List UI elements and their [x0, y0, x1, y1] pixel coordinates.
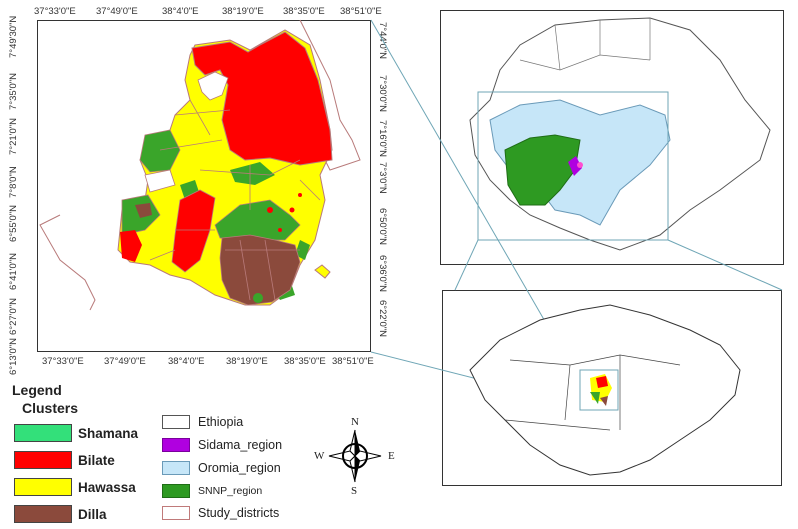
- inset-ethiopia-frame: [440, 10, 784, 265]
- cluster-swatch-hawassa: [14, 478, 72, 496]
- tick-top: 38°19'0"E: [222, 6, 264, 17]
- cluster-swatch-bilate: [14, 451, 72, 469]
- cluster-swatch-dilla: [14, 505, 72, 523]
- region-label: SNNP_region: [198, 485, 263, 497]
- region-swatch-oromia: [162, 461, 190, 475]
- tick-top: 38°35'0"E: [283, 6, 325, 17]
- region-swatch-sidama: [162, 438, 190, 452]
- tick-top: 37°49'0"E: [96, 6, 138, 17]
- study-districts-outline: [299, 19, 361, 171]
- tick-top: 38°51'0"E: [340, 6, 382, 17]
- legend-clusters-title: Clusters: [22, 400, 79, 416]
- tick-bottom: 38°4'0"E: [168, 356, 205, 367]
- tick-bottom: 37°33'0"E: [42, 356, 84, 367]
- cluster-label: Hawassa: [78, 480, 136, 495]
- cluster-label: Bilate: [78, 453, 115, 468]
- cluster-swatch-shamana: [14, 424, 72, 442]
- region-label: Sidama_region: [198, 438, 283, 452]
- compass-n: N: [351, 416, 359, 428]
- tick-bottom: 38°19'0"E: [226, 356, 268, 367]
- legend-title: Legend: [12, 382, 62, 398]
- main-map-frame: [37, 20, 371, 352]
- dilla-cluster-area: [219, 234, 301, 306]
- tick-bottom: 37°49'0"E: [104, 356, 146, 367]
- region-label: Study_districts: [198, 506, 280, 520]
- compass-e: E: [388, 450, 395, 462]
- region-label: Oromia_region: [198, 461, 281, 475]
- tick-bottom: 38°35'0"E: [284, 356, 326, 367]
- region-label: Ethiopia: [198, 415, 244, 429]
- sidama-region: [568, 156, 582, 176]
- tick-top: 38°4'0"E: [162, 6, 199, 17]
- compass-s: S: [351, 485, 358, 497]
- cluster-label: Dilla: [78, 507, 107, 522]
- region-swatch-study-districts: [162, 506, 190, 520]
- snnp-region: [504, 134, 581, 206]
- bilate-cluster-area: [191, 31, 333, 166]
- region-swatch-ethiopia: [162, 415, 190, 429]
- cluster-label: Shamana: [78, 426, 139, 441]
- tick-top: 37°33'0"E: [34, 6, 76, 17]
- region-swatch-snnp: [162, 484, 190, 498]
- compass-w: W: [314, 450, 325, 462]
- tick-bottom: 38°51'0"E: [332, 356, 374, 367]
- inset-region-frame: [442, 290, 782, 486]
